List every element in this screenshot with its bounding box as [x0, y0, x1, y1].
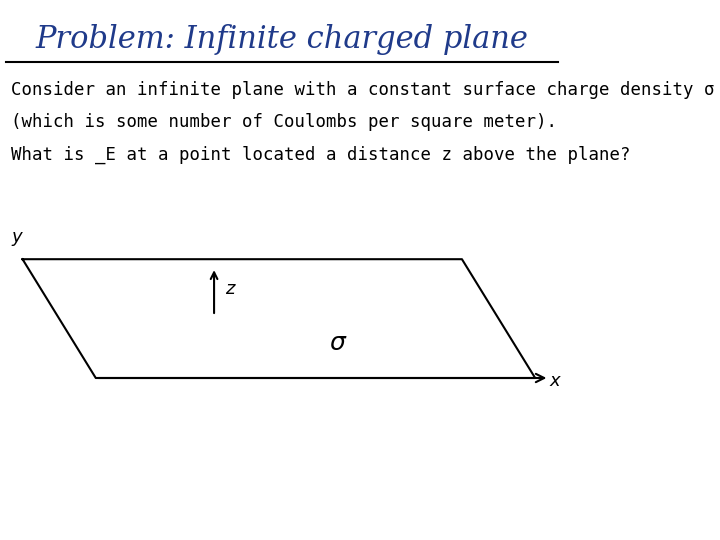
Text: What is ̲E at a point located a distance z above the plane?: What is ̲E at a point located a distance… [12, 146, 631, 164]
Text: (which is some number of Coulombs per square meter).: (which is some number of Coulombs per sq… [12, 113, 557, 131]
Text: x: x [549, 372, 560, 390]
Text: $\sigma$: $\sigma$ [329, 331, 347, 355]
Text: Consider an infinite plane with a constant surface charge density σ: Consider an infinite plane with a consta… [12, 81, 715, 99]
Text: z: z [225, 280, 235, 298]
Text: Problem: Infinite charged plane: Problem: Infinite charged plane [35, 24, 528, 55]
Text: y: y [12, 228, 22, 246]
